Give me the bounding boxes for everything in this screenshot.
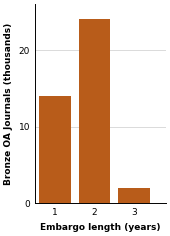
- Y-axis label: Bronze OA Journals (thousands): Bronze OA Journals (thousands): [4, 23, 13, 185]
- X-axis label: Embargo length (years): Embargo length (years): [40, 223, 161, 232]
- Bar: [118, 188, 150, 203]
- Bar: [39, 96, 71, 203]
- Bar: [79, 20, 110, 203]
